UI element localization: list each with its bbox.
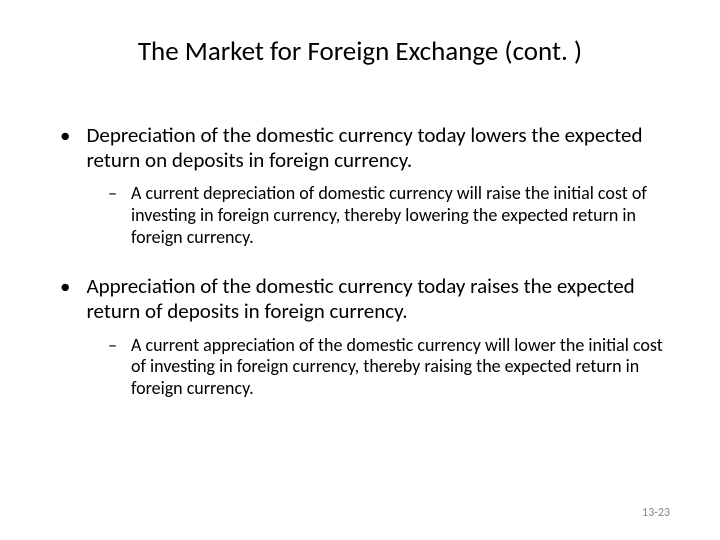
bullet-text: Appreciation of the domestic currency to…: [86, 274, 670, 324]
sub-bullet-text: A current appreciation of the domestic c…: [131, 335, 670, 400]
bullet-text: Depreciation of the domestic currency to…: [86, 123, 670, 173]
sub-bullet-item-2: – A current appreciation of the domestic…: [50, 335, 670, 400]
bullet-item-2: • Appreciation of the domestic currency …: [50, 274, 670, 324]
sub-bullet-item-1: – A current depreciation of domestic cur…: [50, 183, 670, 248]
bullet-marker-dot: •: [60, 274, 70, 299]
sub-bullet-text: A current depreciation of domestic curre…: [131, 183, 670, 248]
slide-title: The Market for Foreign Exchange (cont. ): [50, 35, 670, 68]
bullet-marker-dot: •: [60, 123, 70, 148]
bullet-marker-dash: –: [108, 183, 117, 205]
bullet-marker-dash: –: [108, 335, 117, 357]
page-number: 13-23: [642, 506, 670, 520]
bullet-item-1: • Depreciation of the domestic currency …: [50, 123, 670, 173]
